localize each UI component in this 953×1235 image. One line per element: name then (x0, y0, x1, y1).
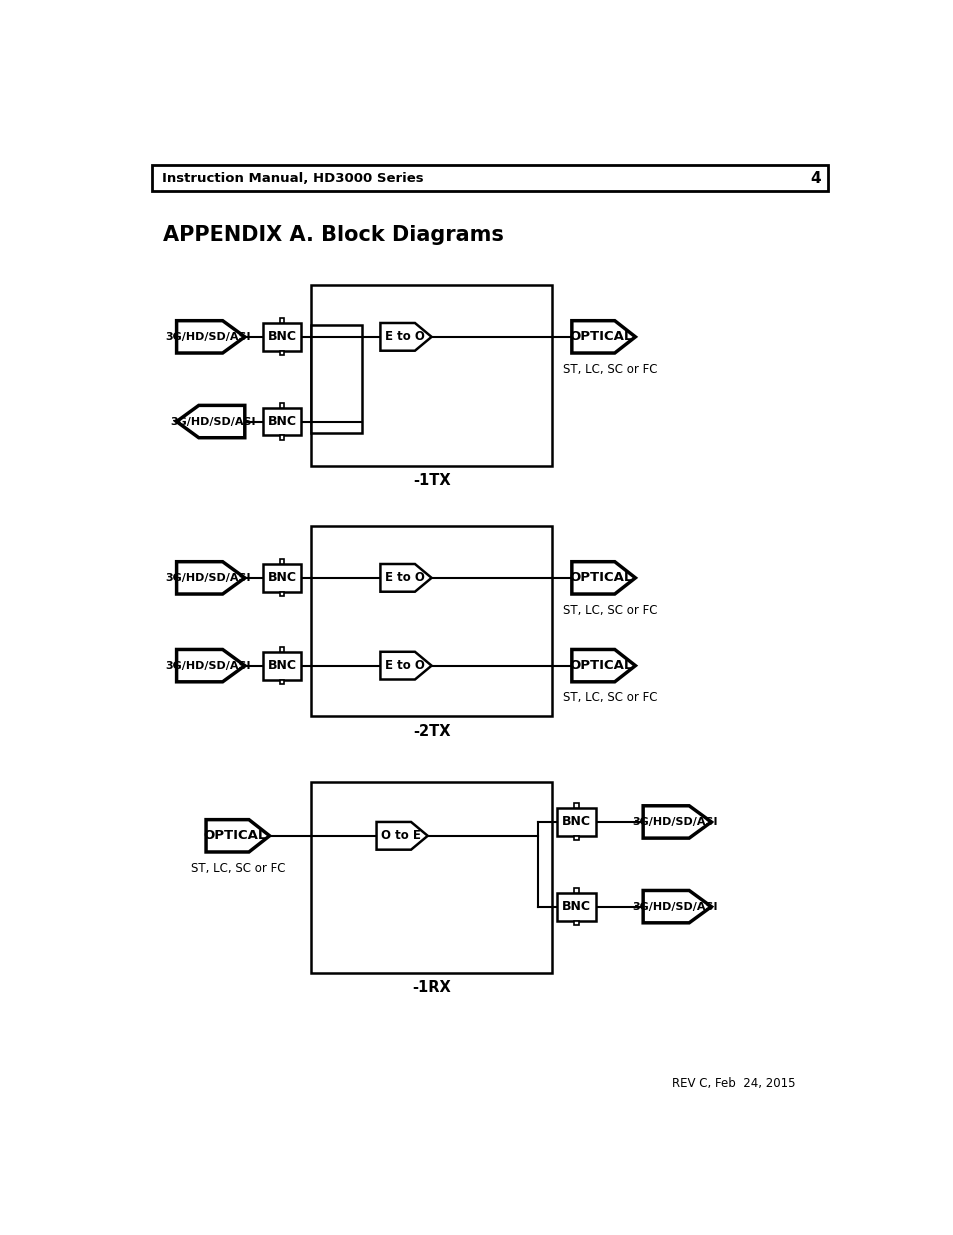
Text: Instruction Manual, HD3000 Series: Instruction Manual, HD3000 Series (162, 172, 423, 185)
Bar (574, 836, 578, 841)
Text: ST, LC, SC or FC: ST, LC, SC or FC (562, 363, 657, 375)
Bar (279, 679, 284, 684)
Text: 3G/HD/SD/ASI: 3G/HD/SD/ASI (166, 661, 251, 671)
Bar (152, 165, 827, 191)
Polygon shape (176, 405, 245, 437)
Bar (279, 647, 284, 652)
Bar (311, 526, 551, 716)
Text: BNC: BNC (561, 900, 590, 913)
Bar (574, 804, 578, 808)
Polygon shape (380, 652, 431, 679)
Text: OPTICAL: OPTICAL (569, 572, 633, 584)
Text: 3G/HD/SD/ASI: 3G/HD/SD/ASI (632, 816, 717, 827)
Text: 4: 4 (810, 170, 821, 185)
Text: BNC: BNC (267, 659, 296, 672)
Bar (262, 564, 301, 592)
Text: 3G/HD/SD/ASI: 3G/HD/SD/ASI (166, 573, 251, 583)
Text: 3G/HD/SD/ASI: 3G/HD/SD/ASI (170, 416, 255, 426)
Text: 3G/HD/SD/ASI: 3G/HD/SD/ASI (632, 902, 717, 911)
Text: REV C, Feb  24, 2015: REV C, Feb 24, 2015 (671, 1077, 794, 1091)
Text: BNC: BNC (267, 572, 296, 584)
Bar (262, 324, 301, 351)
Bar (557, 893, 596, 920)
Text: OPTICAL: OPTICAL (569, 659, 633, 672)
Text: -2TX: -2TX (413, 725, 450, 740)
Bar (311, 782, 551, 973)
Bar (279, 436, 284, 440)
Bar (557, 808, 596, 836)
Text: OPTICAL: OPTICAL (569, 330, 633, 343)
Bar (279, 319, 284, 324)
Text: BNC: BNC (561, 815, 590, 829)
Bar (574, 888, 578, 893)
Polygon shape (642, 890, 711, 923)
Text: ST, LC, SC or FC: ST, LC, SC or FC (191, 862, 285, 874)
Bar (279, 592, 284, 597)
Bar (311, 285, 551, 466)
Text: -1RX: -1RX (412, 981, 451, 995)
Polygon shape (642, 805, 711, 839)
Bar (262, 408, 301, 436)
Polygon shape (176, 650, 245, 682)
Text: E to O: E to O (384, 330, 424, 343)
Text: E to O: E to O (384, 659, 424, 672)
Bar (262, 652, 301, 679)
Bar (279, 403, 284, 408)
Polygon shape (380, 564, 431, 592)
Bar (311, 325, 361, 433)
Bar (279, 351, 284, 356)
Polygon shape (571, 562, 635, 594)
Polygon shape (376, 823, 427, 850)
Text: OPTICAL: OPTICAL (204, 830, 267, 842)
Polygon shape (380, 324, 431, 351)
Text: ST, LC, SC or FC: ST, LC, SC or FC (562, 692, 657, 704)
Polygon shape (206, 820, 270, 852)
Text: O to E: O to E (380, 830, 420, 842)
Text: BNC: BNC (267, 330, 296, 343)
Bar (279, 559, 284, 564)
Polygon shape (571, 650, 635, 682)
Text: -1TX: -1TX (413, 473, 450, 488)
Text: ST, LC, SC or FC: ST, LC, SC or FC (562, 604, 657, 616)
Text: BNC: BNC (267, 415, 296, 429)
Text: E to O: E to O (384, 572, 424, 584)
Polygon shape (176, 321, 245, 353)
Text: APPENDIX A. Block Diagrams: APPENDIX A. Block Diagrams (163, 225, 504, 246)
Bar (574, 920, 578, 925)
Text: 3G/HD/SD/ASI: 3G/HD/SD/ASI (166, 332, 251, 342)
Polygon shape (176, 562, 245, 594)
Polygon shape (571, 321, 635, 353)
